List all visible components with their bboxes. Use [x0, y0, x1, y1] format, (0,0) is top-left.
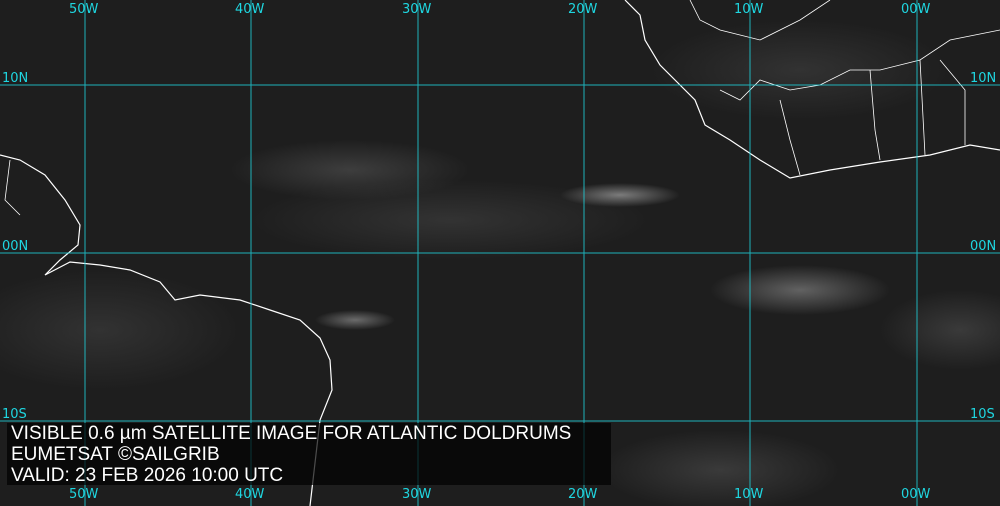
longitude-label-bottom: 10W: [734, 487, 764, 502]
border: [4, 0, 1000, 216]
latitude-label-left: 10N: [2, 71, 29, 86]
caption-credit: EUMETSAT ©SAILGRIB: [11, 444, 220, 465]
latitude-label-left: 10S: [2, 407, 27, 422]
latitude-label-right: 10N: [970, 71, 997, 86]
caption-title: VISIBLE 0.6 µm SATELLITE IMAGE FOR ATLAN…: [11, 423, 572, 444]
longitude-label-top: 30W: [402, 2, 432, 17]
longitude-label-top: 00W: [901, 2, 931, 17]
longitude-label-bottom: 00W: [901, 487, 931, 502]
africa-coast: [624, 0, 1000, 179]
longitude-label-top: 10W: [734, 2, 764, 17]
caption-box: VISIBLE 0.6 µm SATELLITE IMAGE FOR ATLAN…: [7, 423, 611, 486]
longitude-label-top: 20W: [568, 2, 598, 17]
longitude-label-bottom: 50W: [69, 487, 99, 502]
latitude-label-right: 10S: [970, 407, 995, 422]
longitude-label-top: 50W: [69, 2, 99, 17]
south-america-coast: [0, 154, 333, 506]
caption-valid-time: VALID: 23 FEB 2026 10:00 UTC: [11, 465, 284, 486]
longitude-label-bottom: 40W: [235, 487, 265, 502]
latitude-label-right: 00N: [970, 239, 997, 254]
longitude-label-bottom: 30W: [402, 487, 432, 502]
longitude-label-top: 40W: [235, 2, 265, 17]
latitude-label-left: 00N: [2, 239, 29, 254]
longitude-label-bottom: 20W: [568, 487, 598, 502]
